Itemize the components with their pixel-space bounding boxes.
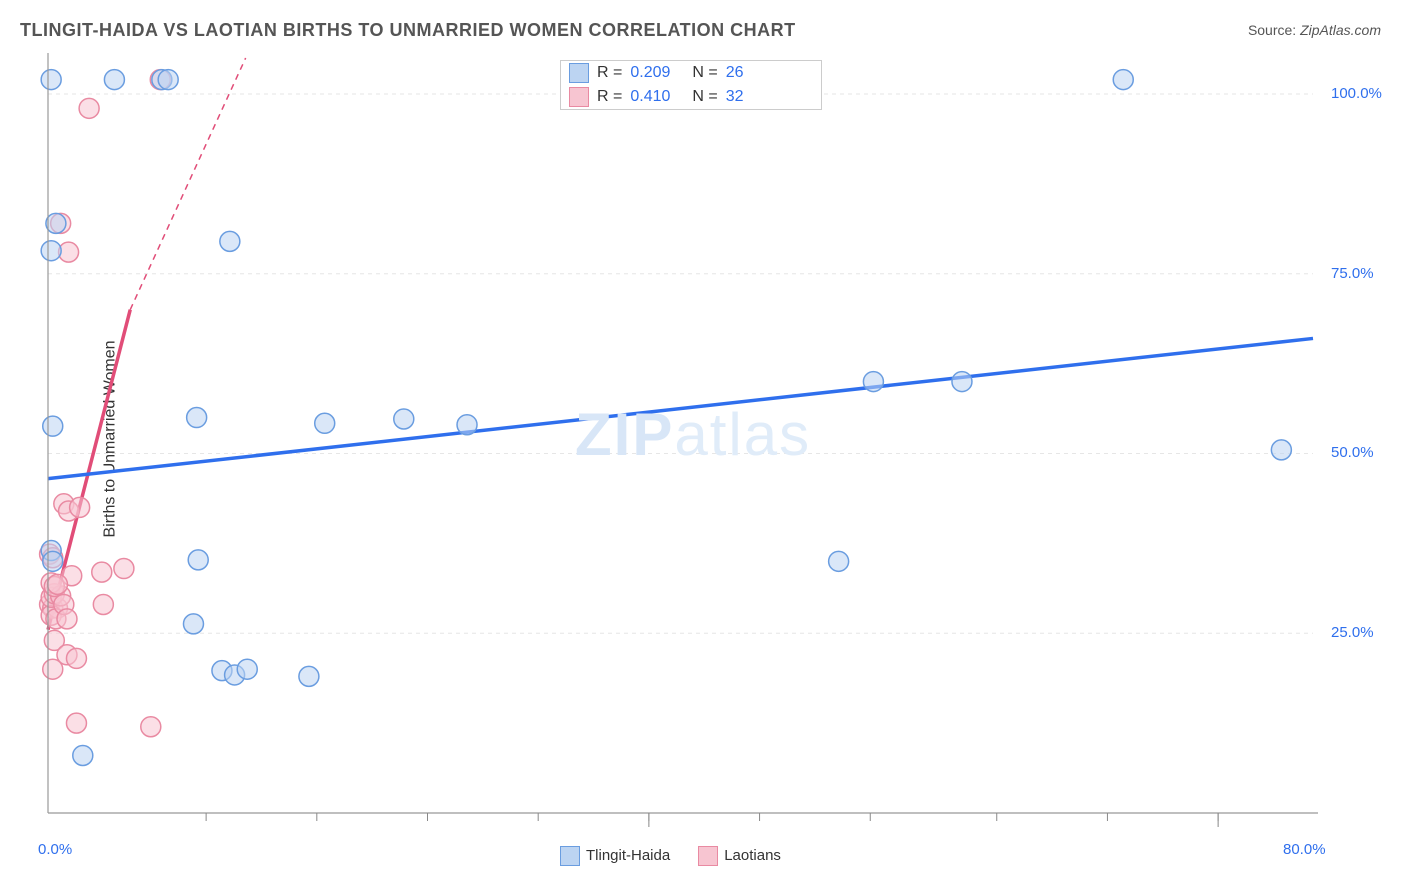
- data-point: [863, 372, 883, 392]
- stats-row: R = 0.209 N = 26: [561, 61, 821, 85]
- legend-item: Laotians: [698, 846, 781, 866]
- y-tick-label: 50.0%: [1331, 444, 1374, 461]
- data-point: [73, 745, 93, 765]
- correlation-stats-box: R = 0.209 N = 26 R = 0.410 N = 32: [560, 60, 822, 110]
- data-point: [158, 70, 178, 90]
- data-point: [70, 497, 90, 517]
- data-point: [79, 98, 99, 118]
- x-tick-label: 80.0%: [1283, 841, 1326, 858]
- data-point: [92, 562, 112, 582]
- data-point: [1113, 70, 1133, 90]
- data-point: [220, 231, 240, 251]
- series-legend: Tlingit-Haida Laotians: [560, 846, 781, 866]
- n-label: N =: [692, 88, 717, 106]
- x-tick-label: 0.0%: [38, 841, 72, 858]
- data-point: [1271, 440, 1291, 460]
- data-point: [952, 372, 972, 392]
- data-point: [41, 241, 61, 261]
- y-tick-label: 75.0%: [1331, 265, 1374, 282]
- data-point: [183, 614, 203, 634]
- n-label: N =: [692, 64, 717, 82]
- series-swatch: [698, 846, 718, 866]
- data-point: [187, 408, 207, 428]
- data-point: [93, 594, 113, 614]
- data-point: [41, 70, 61, 90]
- data-point: [237, 659, 257, 679]
- trendline-tlingit-haida: [48, 338, 1313, 478]
- r-value: 0.209: [630, 64, 670, 82]
- series-swatch: [569, 87, 589, 107]
- data-point: [114, 559, 134, 579]
- scatter-plot: [0, 0, 1406, 892]
- legend-label: Tlingit-Haida: [586, 847, 670, 864]
- data-point: [47, 574, 67, 594]
- r-label: R =: [597, 64, 622, 82]
- data-point: [141, 717, 161, 737]
- y-tick-label: 25.0%: [1331, 624, 1374, 641]
- data-point: [57, 609, 77, 629]
- data-point: [457, 415, 477, 435]
- stats-row: R = 0.410 N = 32: [561, 85, 821, 109]
- data-point: [46, 213, 66, 233]
- r-label: R =: [597, 88, 622, 106]
- r-value: 0.410: [630, 88, 670, 106]
- legend-label: Laotians: [724, 847, 781, 864]
- data-point: [188, 550, 208, 570]
- data-point: [299, 666, 319, 686]
- series-swatch: [560, 846, 580, 866]
- data-point: [43, 416, 63, 436]
- data-point: [315, 413, 335, 433]
- y-tick-label: 100.0%: [1331, 85, 1382, 102]
- data-point: [394, 409, 414, 429]
- n-value: 26: [726, 64, 744, 82]
- trendline-laotians-dash: [130, 58, 245, 310]
- data-point: [104, 70, 124, 90]
- series-swatch: [569, 63, 589, 83]
- data-point: [829, 551, 849, 571]
- data-point: [66, 713, 86, 733]
- n-value: 32: [726, 88, 744, 106]
- data-point: [66, 648, 86, 668]
- legend-item: Tlingit-Haida: [560, 846, 670, 866]
- data-point: [43, 659, 63, 679]
- data-point: [43, 551, 63, 571]
